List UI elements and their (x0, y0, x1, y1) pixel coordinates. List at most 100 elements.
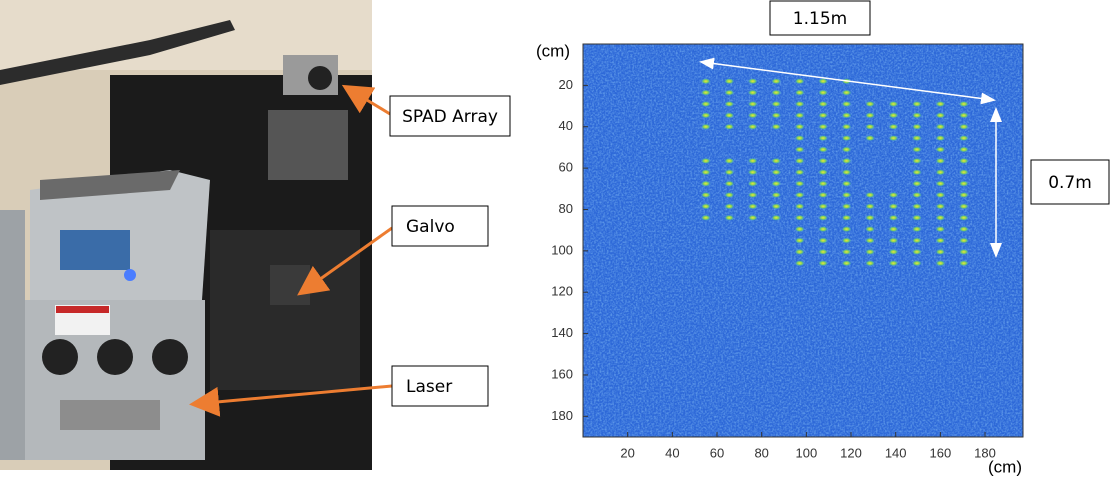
spot (794, 248, 805, 255)
spot (958, 237, 969, 244)
spot (818, 157, 829, 164)
x-axis-label: (cm) (988, 457, 1022, 476)
spot (818, 203, 829, 210)
spot (724, 112, 735, 119)
spot (865, 135, 876, 142)
spot (888, 191, 899, 198)
spot (935, 135, 946, 142)
label-arrow (189, 384, 393, 417)
x-tick-label: 140 (885, 445, 907, 460)
spot (958, 260, 969, 267)
spot (935, 237, 946, 244)
spot (935, 214, 946, 221)
x-tick-label: 40 (665, 445, 679, 460)
spot (841, 237, 852, 244)
spot (794, 157, 805, 164)
spot (771, 203, 782, 210)
annotation-arrow (699, 57, 996, 105)
spot (911, 169, 922, 176)
spot (794, 169, 805, 176)
spot (958, 123, 969, 130)
y-tick-label: 60 (559, 160, 573, 175)
spot (888, 237, 899, 244)
spot (747, 89, 758, 96)
label-box (391, 365, 489, 407)
spot (818, 78, 829, 85)
spot (865, 123, 876, 130)
spot (700, 157, 711, 164)
photo-labels: SPAD Array Galvo Laser (189, 84, 511, 417)
spot (771, 191, 782, 198)
spot (911, 146, 922, 153)
spot (818, 237, 829, 244)
spot (911, 157, 922, 164)
spot (958, 191, 969, 198)
spot (724, 214, 735, 221)
spot (818, 112, 829, 119)
spot (911, 100, 922, 107)
spot (700, 180, 711, 187)
spot (700, 214, 711, 221)
spot (935, 157, 946, 164)
spot (700, 191, 711, 198)
spot (865, 112, 876, 119)
spot (700, 100, 711, 107)
spot (841, 89, 852, 96)
photo (0, 0, 372, 470)
spot (865, 203, 876, 210)
spot (794, 260, 805, 267)
spot (935, 260, 946, 267)
spot (771, 89, 782, 96)
spot (888, 214, 899, 221)
spot (818, 146, 829, 153)
spot (724, 203, 735, 210)
spot (794, 112, 805, 119)
spot (771, 123, 782, 130)
spot (771, 100, 782, 107)
spot (911, 191, 922, 198)
spot (911, 237, 922, 244)
spot (818, 89, 829, 96)
spot (794, 78, 805, 85)
spot (935, 100, 946, 107)
spot (771, 112, 782, 119)
x-tick-label: 160 (930, 445, 952, 460)
spot (935, 248, 946, 255)
spot (841, 135, 852, 142)
spot (865, 226, 876, 233)
label-box (389, 95, 511, 137)
photo-label: Laser (406, 377, 452, 397)
spot (865, 214, 876, 221)
spot (771, 180, 782, 187)
spot (911, 226, 922, 233)
spot (841, 112, 852, 119)
y-tick-label: 140 (551, 325, 573, 340)
y-tick-label: 100 (551, 242, 573, 257)
spot (888, 260, 899, 267)
spot (958, 248, 969, 255)
spot (747, 180, 758, 187)
spot (841, 260, 852, 267)
spot (818, 180, 829, 187)
spot (958, 100, 969, 107)
spot (747, 157, 758, 164)
y-tick-label: 120 (551, 284, 573, 299)
spot (700, 78, 711, 85)
label-arrow (341, 84, 391, 116)
spot (841, 180, 852, 187)
annotation: 1.15m (793, 9, 847, 29)
label-box (391, 205, 489, 247)
spot (911, 203, 922, 210)
y-axis-label: (cm) (536, 41, 570, 60)
spot (818, 226, 829, 233)
spot (935, 191, 946, 198)
spot (818, 248, 829, 255)
spot (747, 123, 758, 130)
spot (747, 203, 758, 210)
spot (888, 248, 899, 255)
spot (794, 146, 805, 153)
spot (935, 123, 946, 130)
y-tick-label: 180 (551, 408, 573, 423)
x-tick-label: 20 (620, 445, 634, 460)
spot (700, 112, 711, 119)
